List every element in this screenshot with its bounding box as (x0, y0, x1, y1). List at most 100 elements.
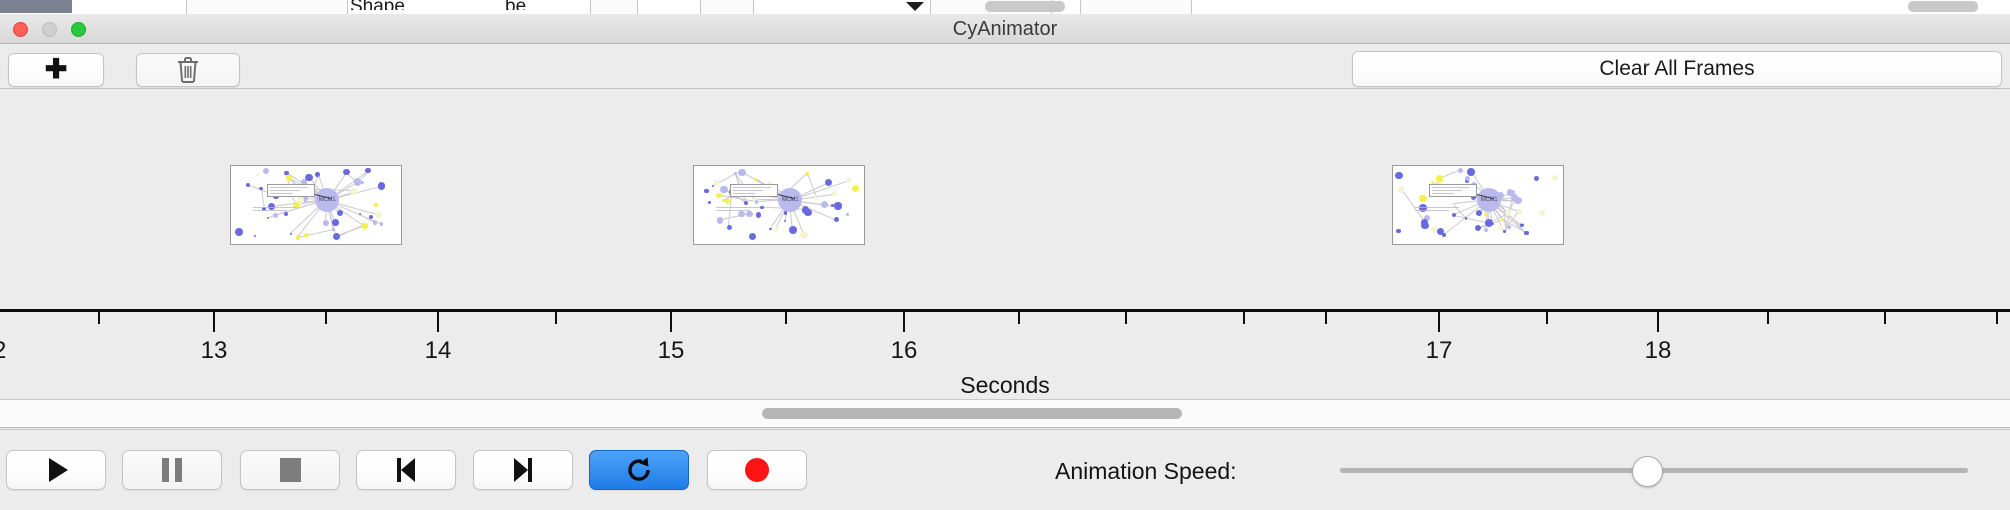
graph-node (820, 200, 829, 209)
graph-caption-text (253, 207, 297, 208)
graph-node (712, 184, 715, 187)
graph-node (1498, 225, 1503, 230)
timeline-tick-label: 14 (424, 337, 452, 364)
graph-node (245, 183, 250, 188)
graph-node (1424, 215, 1431, 222)
graph-node (754, 200, 759, 204)
frame-thumbnail-2[interactable]: MCM1 (693, 165, 865, 245)
add-frame-button[interactable]: ✚ (8, 53, 104, 87)
graph-node (1419, 194, 1427, 203)
graph-node (773, 227, 779, 232)
graph-node (726, 225, 732, 231)
timeline-tick (98, 312, 100, 324)
animation-speed-slider-thumb[interactable] (1632, 456, 1663, 487)
graph-node (845, 178, 851, 183)
pause-button[interactable] (122, 450, 222, 490)
graph-node (332, 233, 340, 241)
graph-node (296, 195, 305, 204)
graph-node (1506, 224, 1511, 229)
graph-node (362, 223, 368, 229)
graph-node (720, 186, 728, 194)
record-button[interactable] (707, 450, 807, 490)
graph-node (1483, 227, 1489, 233)
graph-node (824, 178, 833, 187)
background-label-shape: Shape (350, 0, 405, 10)
graph-node (1483, 212, 1487, 217)
timeline-tick (670, 312, 672, 332)
frame-thumbnail-1[interactable]: MCM1 (230, 165, 402, 245)
graph-callout-text (270, 190, 300, 191)
minimize-button-icon[interactable] (42, 22, 57, 37)
graph-node (369, 214, 374, 220)
background-tab-2 (590, 0, 638, 14)
record-icon (745, 458, 769, 482)
clear-all-frames-button[interactable]: Clear All Frames (1352, 51, 2002, 87)
graph-node (746, 210, 754, 218)
graph-node (1505, 210, 1511, 216)
graph-node (332, 227, 336, 231)
graph-node (804, 172, 809, 177)
graph-node (1538, 209, 1545, 216)
graph-node (1491, 222, 1495, 226)
graph-node (315, 172, 321, 177)
maximize-button-icon[interactable] (71, 22, 86, 37)
graph-node (1524, 230, 1529, 236)
graph-node (1458, 167, 1464, 173)
timeline-tick (437, 312, 439, 332)
graph-node (713, 180, 719, 186)
graph-hub-node: MCM1 (315, 188, 339, 212)
graph-node (360, 180, 364, 184)
graph-node (365, 167, 371, 174)
frames-toolbar: ✚ Clear All Frames (0, 45, 2010, 89)
graph-node (1451, 213, 1456, 218)
skip-back-icon (397, 458, 415, 482)
graph-caption-text (716, 207, 760, 208)
graph-node (253, 234, 257, 237)
graph-node (716, 217, 724, 224)
timeline-scrollbar-track[interactable] (0, 400, 2010, 428)
graph-callout-text (270, 193, 292, 194)
timeline-tick (1657, 312, 1659, 332)
graph-node (1435, 175, 1444, 183)
graph-node (332, 219, 339, 226)
timeline-ruler-line (0, 309, 2010, 312)
timeline-scrollbar-thumb[interactable] (762, 408, 1182, 419)
graph-node (360, 223, 364, 227)
prev-frame-button[interactable] (356, 450, 456, 490)
background-app-strip: Shape be (0, 0, 2010, 15)
graph-node (301, 195, 309, 203)
graph-node (704, 188, 710, 194)
graph-node (1465, 175, 1471, 181)
stop-button[interactable] (240, 450, 340, 490)
close-button-icon[interactable] (13, 22, 28, 37)
graph-node (377, 182, 386, 190)
timeline-tick (1546, 312, 1548, 324)
timeline-tick-label: 17 (1425, 337, 1453, 364)
stop-icon (279, 458, 301, 482)
skip-forward-icon (514, 458, 532, 482)
graph-callout-text (733, 187, 771, 188)
graph-node (707, 201, 711, 205)
graph-node (766, 180, 773, 187)
graph-node (304, 173, 313, 182)
timeline-tick-label: 12 (0, 337, 6, 365)
trash-icon (178, 57, 198, 84)
graph-node (814, 195, 818, 199)
graph-node (295, 234, 301, 240)
graph-node (284, 211, 289, 216)
window-titlebar: CyAnimator (0, 14, 2010, 44)
graph-caption-text (1415, 207, 1459, 208)
frame-thumbnail-3[interactable]: MCM1 (1392, 165, 1564, 245)
delete-frame-button[interactable] (136, 53, 240, 87)
timeline-panel[interactable]: MCM1 MCM1 MCM1 12 13 14 15 16 17 18 Seconds (0, 89, 2010, 400)
graph-node (831, 191, 838, 197)
play-button[interactable] (6, 450, 106, 490)
timeline-tick (1996, 312, 1998, 324)
graph-callout-text (1432, 187, 1470, 188)
background-scrollbar-right[interactable] (1908, 1, 1978, 12)
next-frame-button[interactable] (473, 450, 573, 490)
timeline-tick (1018, 312, 1020, 324)
loop-button[interactable] (589, 450, 689, 490)
background-scrollbar[interactable] (985, 1, 1065, 12)
graph-node (255, 172, 260, 176)
